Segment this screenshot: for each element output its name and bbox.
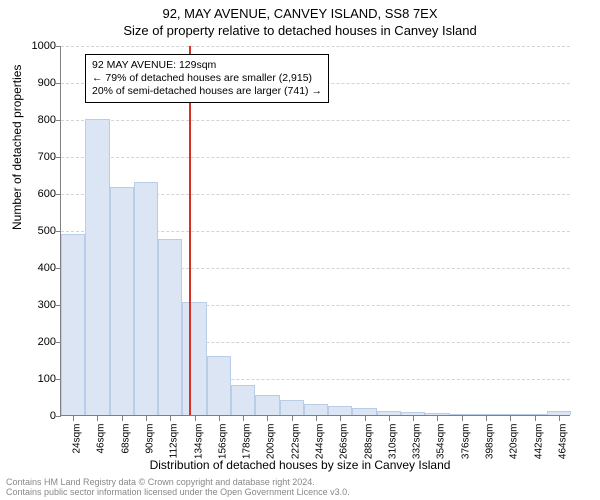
x-tick-mark [510,416,511,421]
y-tick-label: 400 [16,262,56,274]
histogram-bar [498,414,522,415]
x-tick-mark [559,416,560,421]
grid-line [61,120,570,121]
y-tick-label: 900 [16,77,56,89]
y-tick-mark [56,416,61,417]
histogram-bar [182,302,206,415]
y-tick-label: 600 [16,188,56,200]
histogram-bar [377,411,401,415]
x-tick-mark [219,416,220,421]
x-tick-mark [486,416,487,421]
x-tick-mark [267,416,268,421]
x-tick-mark [97,416,98,421]
y-axis-label: Number of detached properties [10,65,24,230]
y-tick-label: 200 [16,336,56,348]
x-axis-label: Distribution of detached houses by size … [0,458,600,472]
histogram-bar [158,239,182,415]
histogram-bar [547,411,571,415]
y-tick-label: 0 [16,410,56,422]
x-tick-mark [243,416,244,421]
x-tick-mark [195,416,196,421]
histogram-bar [304,404,328,415]
y-tick-mark [56,194,61,195]
histogram-bar [61,234,85,415]
title-address: 92, MAY AVENUE, CANVEY ISLAND, SS8 7EX [0,6,600,21]
annotation-line: 20% of semi-detached houses are larger (… [92,85,322,98]
y-tick-mark [56,46,61,47]
y-tick-label: 100 [16,373,56,385]
y-tick-mark [56,231,61,232]
y-tick-mark [56,120,61,121]
histogram-bar [110,187,134,415]
histogram-bar [352,408,376,415]
histogram-bar [474,414,498,415]
x-tick-mark [170,416,171,421]
x-tick-mark [535,416,536,421]
footer-line-2: Contains public sector information licen… [6,488,350,498]
annotation-line: 92 MAY AVENUE: 129sqm [92,59,322,72]
grid-line [61,46,570,47]
histogram-bar [425,413,449,415]
histogram-bar [85,119,109,415]
x-tick-mark [437,416,438,421]
x-tick-mark [389,416,390,421]
y-tick-mark [56,83,61,84]
x-tick-mark [73,416,74,421]
y-tick-label: 500 [16,225,56,237]
x-tick-mark [146,416,147,421]
annotation-line: ← 79% of detached houses are smaller (2,… [92,72,322,85]
x-tick-mark [462,416,463,421]
plot-area: 24sqm46sqm68sqm90sqm112sqm134sqm156sqm17… [60,46,570,416]
chart-container: 92, MAY AVENUE, CANVEY ISLAND, SS8 7EX S… [0,0,600,500]
histogram-bar [450,414,474,415]
footer-attribution: Contains HM Land Registry data © Crown c… [6,478,350,498]
x-tick-mark [316,416,317,421]
title-subtitle: Size of property relative to detached ho… [0,23,600,38]
histogram-bar [255,395,279,415]
x-tick-mark [365,416,366,421]
y-tick-label: 300 [16,299,56,311]
x-tick-mark [122,416,123,421]
histogram-bar [280,400,304,415]
annotation-box: 92 MAY AVENUE: 129sqm← 79% of detached h… [85,54,329,103]
grid-line [61,157,570,158]
histogram-bar [522,414,546,415]
x-tick-mark [292,416,293,421]
chart-area: 24sqm46sqm68sqm90sqm112sqm134sqm156sqm17… [60,46,570,416]
histogram-bar [134,182,158,415]
y-tick-label: 700 [16,151,56,163]
title-block: 92, MAY AVENUE, CANVEY ISLAND, SS8 7EX S… [0,0,600,38]
histogram-bar [207,356,231,415]
y-tick-label: 800 [16,114,56,126]
x-tick-mark [340,416,341,421]
histogram-bar [231,385,255,415]
y-tick-mark [56,157,61,158]
histogram-bar [328,406,352,415]
y-tick-label: 1000 [16,40,56,52]
x-tick-mark [413,416,414,421]
histogram-bar [401,412,425,415]
